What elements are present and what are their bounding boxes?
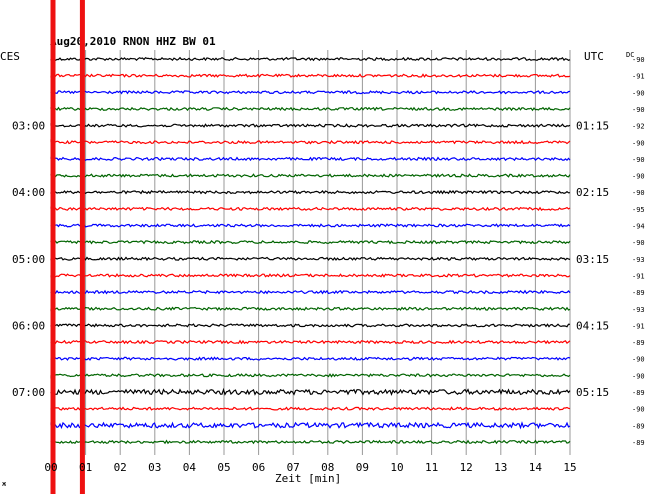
- dc-label: DC: [626, 51, 634, 59]
- dc-offset-label: -90: [632, 106, 645, 114]
- trace-line: [50, 223, 571, 228]
- dc-offset-label: -90: [632, 406, 645, 414]
- trace-line: [50, 323, 571, 328]
- dc-offset-label: -90: [632, 189, 645, 197]
- left-time-label: 04:00: [12, 186, 45, 199]
- x-tick-label: 08: [321, 461, 334, 474]
- dc-offset-label: -91: [632, 73, 645, 81]
- trace-line: [50, 156, 571, 162]
- dc-offset-label: -93: [632, 306, 645, 314]
- trace-line: [50, 239, 571, 245]
- trace-line: [50, 273, 571, 278]
- right-timezone-label: UTC: [584, 50, 604, 63]
- dc-offset-label: -90: [632, 56, 645, 64]
- x-tick-label: 03: [148, 461, 161, 474]
- x-tick-label: 15: [563, 461, 576, 474]
- left-time-label: 06:00: [12, 319, 45, 332]
- event-markers: [50, 0, 85, 494]
- dc-offset-label: -90: [632, 356, 645, 364]
- right-time-label: 04:15: [576, 319, 609, 332]
- trace-line: [50, 406, 571, 411]
- dc-offset-label: -94: [632, 223, 645, 231]
- trace-line: [50, 189, 571, 195]
- x-tick-label: 11: [425, 461, 438, 474]
- x-tick-label: 10: [390, 461, 403, 474]
- dc-offset-label: -89: [632, 422, 645, 430]
- trace-line: [50, 139, 571, 145]
- x-axis-ticks: 00 01 02 03 04 05 06 07 08 09 10 11 12 13 14 15: [44, 461, 576, 474]
- dc-offset-label: -91: [632, 272, 645, 280]
- dc-offset-label: -90: [632, 372, 645, 380]
- corner-mark: ж: [2, 480, 7, 488]
- trace-line: [50, 73, 571, 78]
- left-time-label: 05:00: [12, 253, 45, 266]
- trace-line: [50, 356, 571, 361]
- dc-offset-label: -89: [632, 439, 645, 447]
- x-tick-label: 05: [217, 461, 230, 474]
- x-tick-label: 02: [114, 461, 127, 474]
- dc-offset-label: -92: [632, 123, 645, 131]
- x-tick-label: 14: [529, 461, 543, 474]
- trace-line: [50, 206, 571, 212]
- x-tick-label: 09: [356, 461, 369, 474]
- trace-line: [50, 173, 571, 178]
- trace-line: [50, 123, 571, 128]
- x-tick-label: 00: [44, 461, 57, 474]
- trace-line: [50, 289, 571, 295]
- trace-line: [50, 421, 571, 430]
- dc-offset-label: -89: [632, 289, 645, 297]
- x-tick-label: 06: [252, 461, 265, 474]
- trace-line: [50, 256, 571, 262]
- trace-line: [50, 387, 571, 396]
- dc-offset-label: -91: [632, 322, 645, 330]
- right-time-labels: 01:15 02:15 03:15 04:15 05:15: [576, 120, 609, 399]
- x-tick-label: 01: [79, 461, 92, 474]
- grid-lines: [50, 50, 571, 455]
- left-time-label: 07:00: [12, 386, 45, 399]
- right-time-label: 01:15: [576, 120, 609, 133]
- x-tick-label: 13: [494, 461, 507, 474]
- trace-line: [50, 339, 571, 345]
- trace-line: [50, 90, 571, 95]
- dc-offset-labels: -90 -91 -90 -90 -92 -90 -90 -90 -90 -95 -94 -90 -93 -…: [632, 56, 645, 447]
- x-tick-label: 07: [287, 461, 300, 474]
- x-tick-label: 04: [183, 461, 197, 474]
- dc-offset-label: -93: [632, 256, 645, 264]
- right-time-label: 02:15: [576, 186, 609, 199]
- right-time-label: 03:15: [576, 253, 609, 266]
- left-time-labels: 03:00 04:00 05:00 06:00 07:00: [12, 120, 45, 399]
- dc-offset-label: -90: [632, 139, 645, 147]
- trace-line: [50, 106, 571, 112]
- trace-line: [50, 306, 571, 312]
- dc-offset-label: -89: [632, 339, 645, 347]
- trace-line: [50, 439, 571, 445]
- dc-offset-label: -90: [632, 156, 645, 164]
- dc-offset-label: -95: [632, 206, 645, 214]
- seismic-traces: [50, 56, 571, 445]
- dc-offset-label: -90: [632, 173, 645, 181]
- trace-line: [50, 373, 571, 379]
- x-axis-label: Zeit [min]: [275, 472, 341, 485]
- chart-title: Aug20,2010 RNON HHZ BW 01: [50, 35, 216, 48]
- dc-offset-label: -89: [632, 389, 645, 397]
- dc-offset-label: -90: [632, 239, 645, 247]
- right-time-label: 05:15: [576, 386, 609, 399]
- dc-offset-label: -90: [632, 89, 645, 97]
- left-time-label: 03:00: [12, 120, 45, 133]
- trace-line: [50, 56, 571, 62]
- left-timezone-label: CES: [0, 50, 20, 63]
- x-tick-label: 12: [460, 461, 473, 474]
